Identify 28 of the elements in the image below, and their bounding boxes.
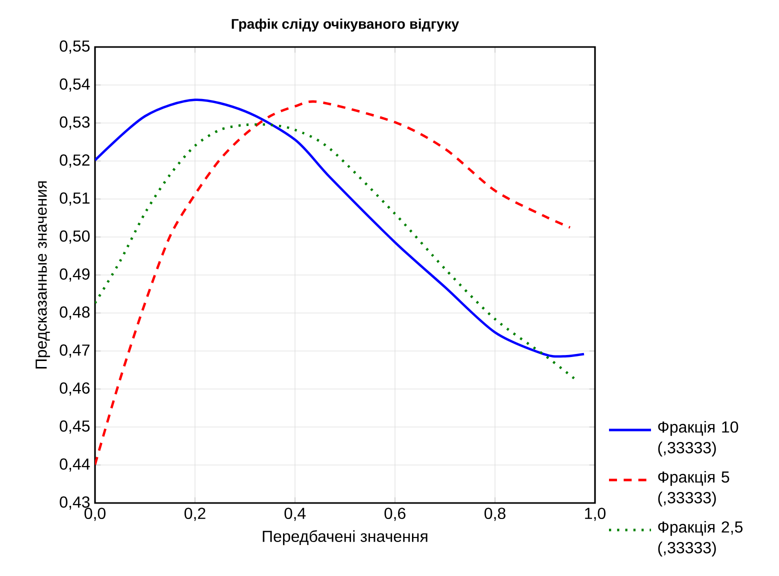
y-tick-label: 0,54: [60, 78, 90, 92]
y-tick-label: 0,43: [60, 496, 90, 510]
y-tick-label: 0,45: [60, 420, 90, 434]
y-tick-label: 0,55: [60, 40, 90, 54]
x-tick-label: 0,0: [84, 508, 106, 521]
x-axis-title: Передбачені значення: [262, 530, 428, 546]
line-series: [95, 123, 576, 380]
y-tick-label: 0,50: [60, 230, 90, 244]
legend-label: Фракція 10 (,33333): [658, 420, 738, 456]
y-tick-label: 0,44: [60, 458, 90, 472]
line-series: [95, 100, 572, 466]
y-tick-label: 0,49: [60, 268, 90, 282]
x-tick-label: 0,4: [284, 508, 306, 521]
x-tick-label: 0,8: [484, 508, 506, 521]
y-axis-title: Предсказанные значения: [36, 181, 50, 368]
y-tick-label: 0,53: [60, 116, 90, 130]
legend-label: Фракція 5 (,33333): [658, 470, 730, 506]
x-tick-label: 0,2: [184, 508, 206, 521]
x-tick-label: 0,6: [384, 508, 406, 521]
y-tick-label: 0,51: [60, 192, 90, 206]
y-tick-label: 0,46: [60, 382, 90, 396]
y-tick-label: 0,48: [60, 306, 90, 320]
chart-title: Графік сліду очікуваного відгуку: [232, 18, 460, 32]
y-tick-label: 0,47: [60, 344, 90, 358]
x-tick-label: 1,0: [585, 508, 606, 521]
y-tick-label: 0,52: [60, 154, 90, 168]
legend-label: Фракція 2,5 (,33333): [658, 520, 743, 556]
line-series: [95, 98, 586, 358]
